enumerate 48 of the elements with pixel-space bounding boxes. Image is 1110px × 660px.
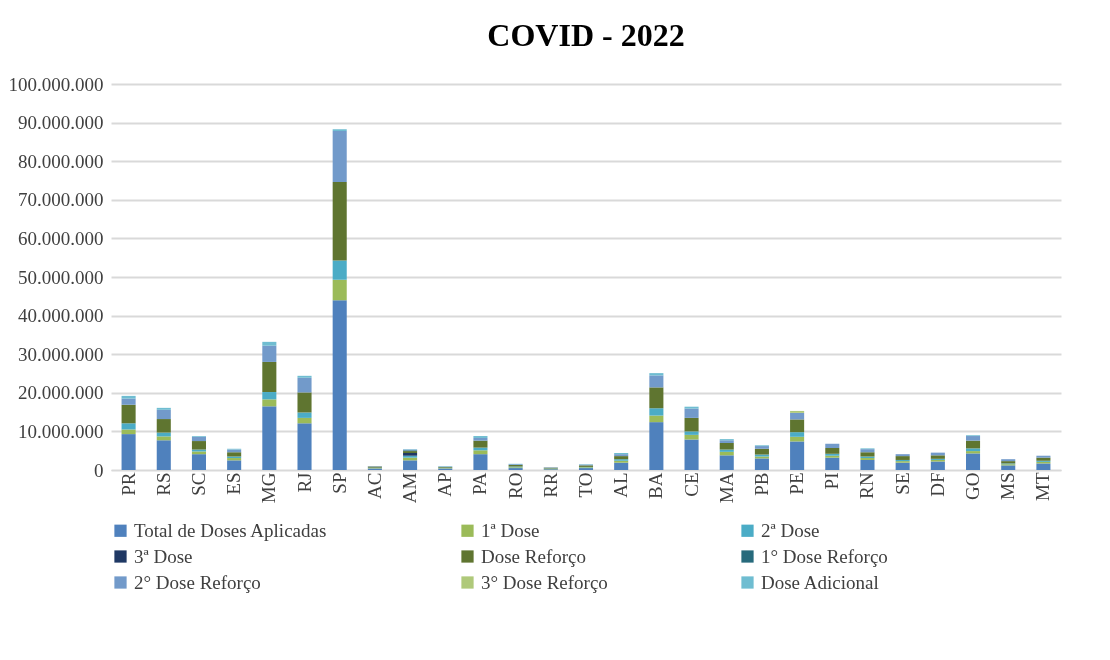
x-tick-label: GO (962, 472, 984, 500)
x-tick-label: AM (399, 472, 421, 504)
x-tick-label: TO (575, 472, 596, 498)
x-tick-label: MS (997, 472, 1019, 500)
x-tick-label: SE (891, 472, 913, 495)
legend-label: 1ª Dose (481, 519, 540, 541)
x-tick-label: SC (187, 472, 209, 496)
x-tick-label: ES (223, 472, 245, 495)
x-tick-label: CE (680, 472, 702, 497)
x-tick-label: SP (328, 472, 350, 494)
y-tick-label: 70.000.000 (18, 189, 104, 211)
x-tick-label: RJ (293, 472, 315, 493)
y-tick-label: 30.000.000 (18, 343, 104, 365)
y-tick-label: 0 (94, 459, 104, 481)
x-tick-label: PB (750, 472, 772, 496)
legend-label: 2° Dose Reforço (134, 571, 261, 593)
y-tick-label: 50.000.000 (18, 266, 104, 288)
y-tick-label: 20.000.000 (18, 382, 104, 404)
legend-label: 1° Dose Reforço (761, 545, 888, 567)
x-tick-label: AL (610, 472, 632, 498)
legend-label: Dose Reforço (481, 545, 586, 567)
x-tick-label: DF (926, 472, 948, 497)
legend-label: 3ª Dose (134, 545, 193, 567)
x-tick-label: PI (821, 472, 843, 490)
x-tick-label: MT (1032, 472, 1054, 501)
chart-title: COVID - 2022 (487, 17, 685, 53)
x-tick-label: PA (469, 472, 491, 496)
x-tick-label: PE (786, 472, 808, 495)
legend-label: 3° Dose Reforço (481, 571, 608, 593)
x-tick-label: RR (539, 472, 561, 498)
x-tick-label: BA (645, 472, 667, 499)
y-tick-label: 10.000.000 (18, 420, 104, 442)
legend-label: 2ª Dose (761, 519, 820, 541)
y-tick-label: 40.000.000 (18, 305, 104, 327)
x-tick-label: PR (117, 472, 139, 496)
x-tick-label: RO (504, 472, 526, 499)
x-tick-label: AP (434, 472, 456, 497)
legend-label: Total de Doses Aplicadas (134, 519, 327, 541)
y-tick-label: 100.000.000 (8, 73, 104, 95)
legend-label: Dose Adicional (761, 571, 879, 593)
y-tick-label: 90.000.000 (18, 112, 104, 134)
x-tick-label: MA (715, 472, 737, 504)
y-tick-label: 60.000.000 (18, 227, 104, 249)
x-tick-label: MG (258, 472, 280, 504)
y-tick-label: 80.000.000 (18, 150, 104, 172)
x-tick-label: AC (363, 472, 385, 499)
x-tick-label: RS (152, 472, 174, 496)
x-tick-label: RN (856, 472, 878, 499)
